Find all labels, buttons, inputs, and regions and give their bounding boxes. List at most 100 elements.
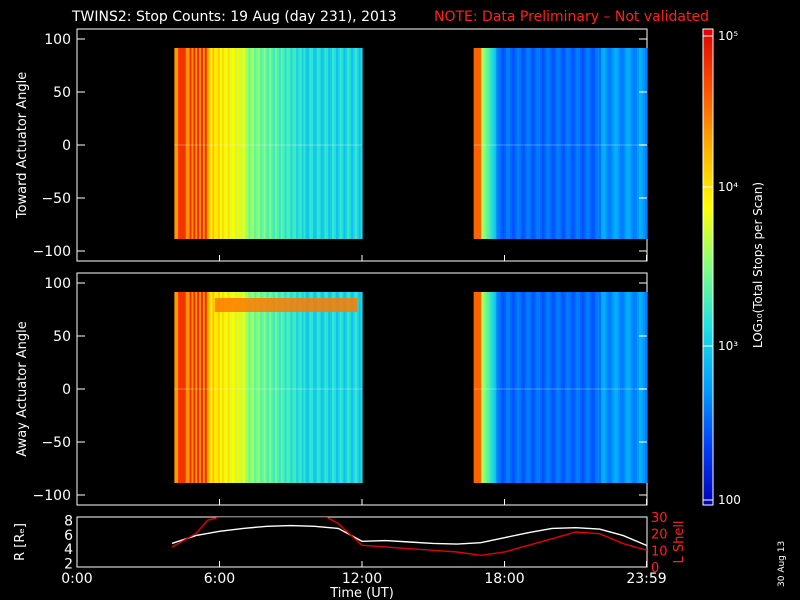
away-heatmap-cell bbox=[318, 292, 322, 483]
toward-heatmap-cell bbox=[271, 48, 274, 239]
toward-heatmap-cell bbox=[542, 48, 545, 239]
toward-heatmap-cell bbox=[309, 48, 312, 239]
toward-heatmap-cell bbox=[200, 48, 204, 239]
toward-heatmap-cell bbox=[320, 48, 324, 239]
toward-heatmap-cell bbox=[229, 48, 232, 239]
away-heatmap-cell bbox=[504, 292, 507, 483]
toward-heatmap-cell bbox=[332, 48, 335, 239]
away-heatmap-cell bbox=[273, 292, 276, 483]
toward-heatmap-cell bbox=[498, 48, 501, 239]
away-heatmap-cell bbox=[555, 292, 558, 483]
away-heatmap-cell bbox=[208, 292, 212, 483]
away-heatmap-cell bbox=[600, 292, 604, 483]
toward-heatmap-cell bbox=[335, 48, 339, 239]
toward-heatmap-cell bbox=[324, 48, 327, 239]
toward-heatmap-cell bbox=[629, 48, 632, 239]
toward-heatmap-cell bbox=[313, 48, 316, 239]
away-heatmap-cell bbox=[481, 292, 484, 483]
away-heatmap-cell bbox=[216, 292, 219, 483]
toward-ylabel: Toward Actuator Angle bbox=[15, 72, 30, 219]
toward-heatmap-cell bbox=[244, 48, 248, 239]
orbit-ylabel-right: L Shell bbox=[672, 520, 687, 563]
toward-heatmap-cell bbox=[481, 48, 484, 239]
y-tick-label: −100 bbox=[33, 244, 71, 260]
toward-heatmap-cell bbox=[294, 48, 297, 239]
toward-heatmap-cell bbox=[231, 48, 234, 239]
toward-heatmap-cell bbox=[360, 48, 363, 239]
away-heatmap-cell bbox=[494, 292, 498, 483]
away-heatmap-cell bbox=[602, 292, 606, 483]
toward-heatmap-cell bbox=[564, 48, 568, 239]
away-heatmap-cell bbox=[507, 292, 511, 483]
away-heatmap-cell bbox=[642, 292, 646, 483]
toward-heatmap-cell bbox=[553, 48, 556, 239]
y-tick-label: 0 bbox=[62, 138, 71, 154]
away-heatmap-cell bbox=[311, 292, 314, 483]
x-tick-label: 12:00 bbox=[342, 571, 382, 587]
toward-heatmap-cell bbox=[301, 48, 305, 239]
toward-heatmap-cell bbox=[237, 48, 240, 239]
toward-heatmap-cell bbox=[623, 48, 627, 239]
away-heatmap-cell bbox=[242, 292, 246, 483]
away-heatmap-cell bbox=[176, 292, 179, 483]
away-heatmap-cell bbox=[305, 292, 308, 483]
away-heatmap-cell bbox=[282, 292, 286, 483]
away-zero-band bbox=[473, 388, 647, 390]
away-heatmap-cell bbox=[612, 292, 615, 483]
toward-heatmap-cell bbox=[314, 48, 318, 239]
toward-heatmap-cell bbox=[591, 48, 594, 239]
toward-heatmap-cell bbox=[316, 48, 320, 239]
away-heatmap-cell bbox=[638, 292, 642, 483]
toward-heatmap-cell bbox=[572, 48, 575, 239]
toward-heatmap-cell bbox=[502, 48, 505, 239]
toward-heatmap-cell bbox=[354, 48, 358, 239]
away-heatmap-cell bbox=[314, 292, 318, 483]
toward-heatmap-cell bbox=[545, 48, 549, 239]
y-tick-label: −50 bbox=[41, 191, 71, 207]
toward-heatmap-cell bbox=[349, 48, 352, 239]
toward-heatmap-cell bbox=[597, 48, 600, 239]
away-heatmap-cell bbox=[473, 292, 477, 483]
toward-heatmap-cell bbox=[621, 48, 625, 239]
away-heatmap-cell bbox=[542, 292, 545, 483]
toward-heatmap-cell bbox=[257, 48, 261, 239]
away-heatmap-cell bbox=[200, 292, 204, 483]
away-heatmap-cell bbox=[593, 292, 596, 483]
toward-heatmap-cell bbox=[509, 48, 513, 239]
toward-heatmap-cell bbox=[352, 48, 356, 239]
away-heatmap-cell bbox=[235, 292, 238, 483]
toward-heatmap-cell bbox=[343, 48, 346, 239]
toward-heatmap-cell bbox=[496, 48, 499, 239]
toward-heatmap-cell bbox=[191, 48, 194, 239]
away-heatmap-cell bbox=[218, 292, 221, 483]
away-heatmap-cell bbox=[574, 292, 577, 483]
toward-heatmap-cell bbox=[292, 48, 295, 239]
toward-heatmap-cell bbox=[267, 48, 270, 239]
toward-heatmap-cell bbox=[275, 48, 278, 239]
away-heatmap-cell bbox=[557, 292, 560, 483]
away-heatmap-cell bbox=[286, 292, 289, 483]
toward-heatmap-cell bbox=[547, 48, 551, 239]
toward-heatmap-cell bbox=[583, 48, 587, 239]
orbit-right-tick: 0 bbox=[651, 561, 659, 576]
toward-heatmap-cell bbox=[490, 48, 494, 239]
away-heatmap-cell bbox=[616, 292, 619, 483]
away-heatmap-cell bbox=[358, 292, 362, 483]
toward-heatmap-cell bbox=[507, 48, 511, 239]
toward-heatmap-cell bbox=[195, 48, 198, 239]
toward-heatmap-cell bbox=[278, 48, 282, 239]
away-heatmap-cell bbox=[627, 292, 631, 483]
away-heatmap-cell bbox=[490, 292, 494, 483]
away-heatmap-cell bbox=[214, 292, 217, 483]
toward-heatmap-cell bbox=[606, 48, 610, 239]
away-heatmap-cell bbox=[498, 292, 501, 483]
away-heatmap-cell bbox=[271, 292, 274, 483]
colorbar-tick-label: 10⁴ bbox=[718, 180, 738, 194]
toward-heatmap-cell bbox=[259, 48, 263, 239]
away-heatmap-cell bbox=[559, 292, 562, 483]
away-heatmap-cell bbox=[572, 292, 575, 483]
orbit-right-tick: 30 bbox=[651, 511, 668, 526]
toward-heatmap-cell bbox=[536, 48, 539, 239]
away-heatmap-cell bbox=[583, 292, 587, 483]
